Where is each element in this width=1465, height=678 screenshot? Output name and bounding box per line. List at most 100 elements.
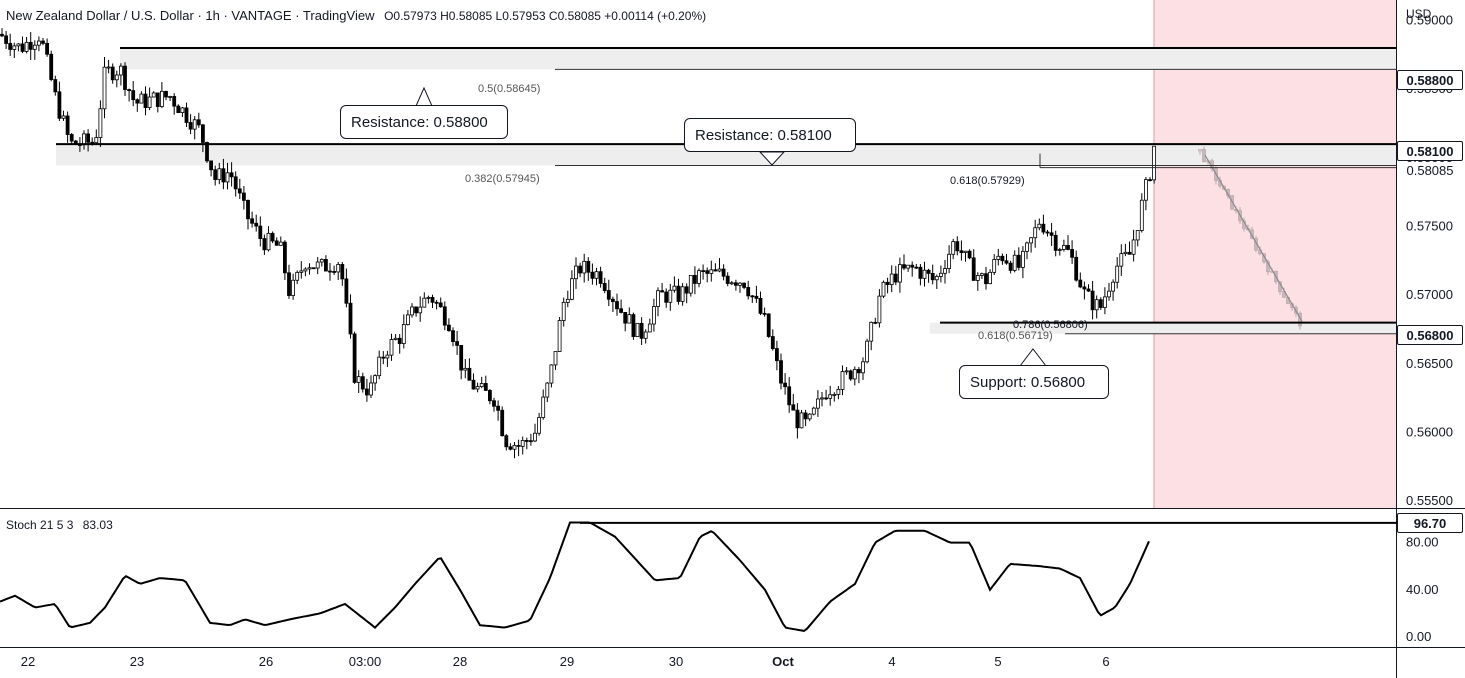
candle [906,264,910,272]
candle [836,385,841,400]
candle [824,389,828,401]
candle [795,403,800,439]
candle [323,255,328,272]
price-axis-unit[interactable]: USD [1406,7,1432,21]
candle [410,303,414,318]
time-tick-label: 30 [669,654,683,669]
candle [557,317,562,352]
candle [1094,295,1099,319]
candle [307,263,312,275]
price-tag-last: 0.58085 [1406,163,1454,178]
candle [1127,241,1132,255]
candle [688,275,693,297]
candle [877,289,882,328]
candle [471,373,476,390]
time-tick-label: 03:00 [349,654,382,669]
candle [262,234,267,255]
candle [49,50,54,82]
time-axis-ticks[interactable]: 22 23 26 03:00 28 29 30 Oct 4 5 6 [21,654,1110,669]
candle [524,437,529,450]
candle [1033,219,1038,248]
candle [110,63,115,84]
candle [1021,246,1025,279]
candle [114,70,119,88]
candle [684,283,689,304]
candle [529,433,533,446]
candle [852,366,857,386]
candle [869,321,874,351]
candle [574,257,578,289]
candle [401,314,406,349]
candle [926,268,931,283]
candle [988,269,992,285]
support-callout[interactable]: Support: 0.56800 [959,365,1109,399]
candle [4,31,8,49]
candle [975,272,980,291]
time-tick-label: 29 [560,654,574,669]
candle [627,307,632,324]
candle [561,297,566,327]
stochastic-label[interactable]: Stoch 21 5 3 [6,518,74,532]
candle [844,366,849,375]
candle [766,313,771,338]
candle [1103,287,1107,315]
candle [348,294,353,339]
candle [12,42,17,59]
candle [1139,193,1144,233]
candle [1070,240,1074,264]
time-tick-label: 6 [1102,654,1109,669]
candle [857,366,861,384]
candle [1144,177,1148,211]
candle [992,254,997,276]
time-tick-label: 26 [259,654,273,669]
candle [241,186,246,210]
resistance-callout-1[interactable]: Resistance: 0.58800 [340,105,508,139]
candle [553,351,558,370]
candle [816,390,820,417]
candle [611,296,615,312]
candle [606,279,611,307]
candle [1016,247,1021,271]
candle [274,237,279,246]
candle [951,238,956,260]
candle [328,263,332,281]
candle [980,272,984,279]
candle [570,270,574,301]
resistance-callout-2[interactable]: Resistance: 0.58100 [684,118,856,152]
candle [848,369,853,381]
candle [738,282,742,293]
candle [713,263,718,272]
price-tick-label: 0.57500 [1406,219,1453,234]
candle [479,376,484,389]
candle [352,331,357,384]
candle [647,318,652,333]
candle [750,294,755,303]
candle [680,283,685,306]
symbol-title[interactable]: New Zealand Dollar / U.S. Dollar · 1h · … [6,8,375,23]
candle [1045,229,1050,237]
candle [1057,247,1062,256]
candle [643,329,648,344]
candle [586,257,591,281]
candle [246,199,250,230]
candle [840,365,845,396]
candle [299,261,304,279]
candle [775,340,779,371]
candle [783,373,787,395]
candle [947,245,951,274]
projection-trendline [1204,154,1303,322]
candle [336,261,341,280]
candle [910,261,915,277]
candle [258,216,263,247]
candle [188,114,193,135]
candle [721,264,726,281]
candle [209,160,214,177]
candle [1098,297,1103,310]
candle [151,91,156,98]
price-tick-label: 0.55500 [1406,493,1453,508]
price-tag-support: 0.56800 [1397,325,1463,345]
candle [311,267,316,270]
candle [955,236,960,256]
candle [1041,214,1046,235]
